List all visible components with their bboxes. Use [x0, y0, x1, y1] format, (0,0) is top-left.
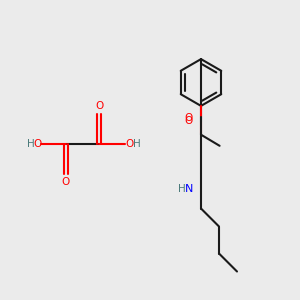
- Text: H: H: [178, 184, 185, 194]
- Text: O: O: [184, 116, 193, 127]
- Text: O: O: [34, 139, 42, 149]
- Text: O: O: [95, 100, 103, 111]
- Text: O: O: [126, 139, 134, 149]
- Text: N: N: [185, 184, 193, 194]
- Text: H: H: [133, 139, 141, 149]
- Text: O: O: [62, 177, 70, 188]
- Text: H: H: [27, 139, 35, 149]
- Text: O: O: [184, 113, 193, 123]
